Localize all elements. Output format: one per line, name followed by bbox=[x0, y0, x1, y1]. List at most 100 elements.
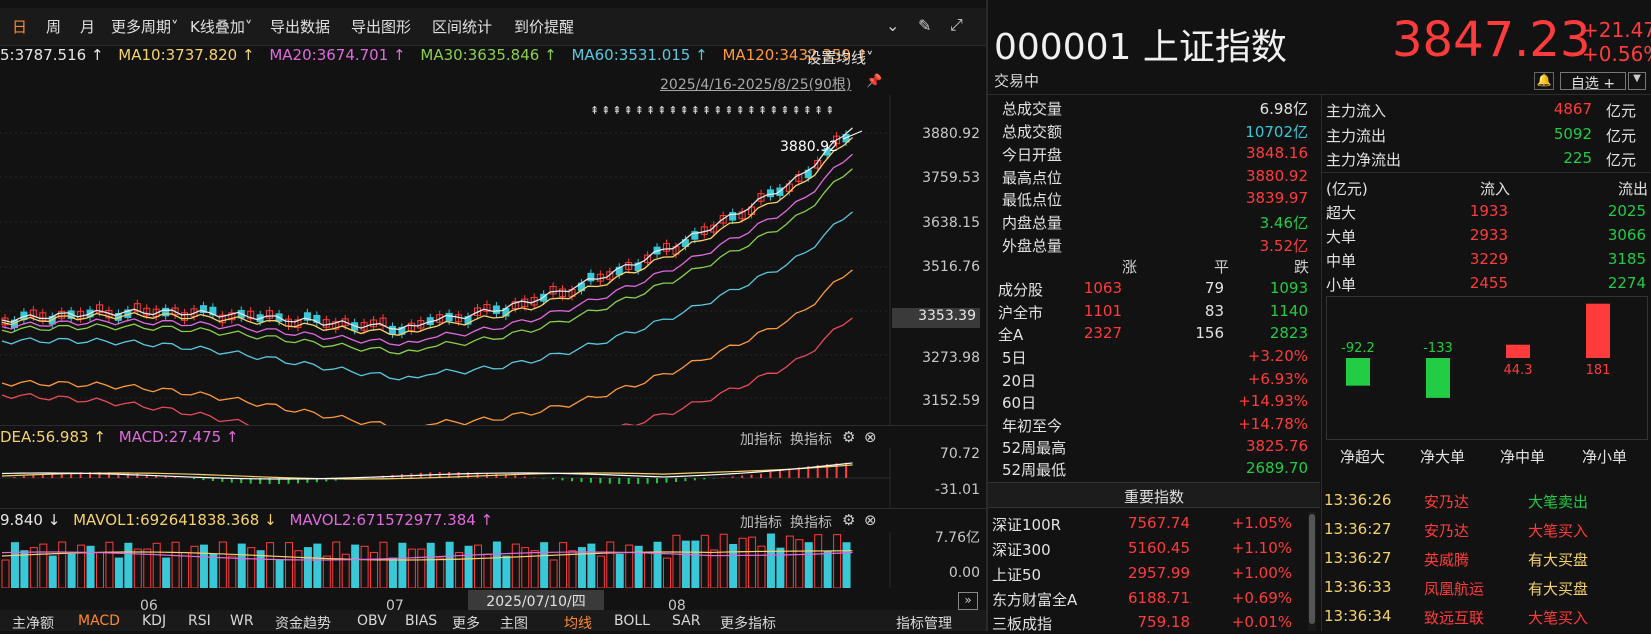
export-chart-button[interactable]: 导出图形 bbox=[351, 18, 412, 36]
ma-line bbox=[1, 127, 853, 331]
add-watchlist-button[interactable]: 自选 + bbox=[1560, 72, 1626, 92]
tab-more-indicators[interactable]: 更多指标 bbox=[720, 616, 776, 631]
breadth-up: 1101 bbox=[1083, 302, 1122, 320]
mavol-line bbox=[1, 550, 853, 561]
index-pct: +0.69% bbox=[1231, 589, 1292, 607]
breadth-flat: 79 bbox=[1204, 279, 1224, 297]
price-alert-button[interactable]: 到价提醒 bbox=[514, 18, 575, 36]
period-month-tab[interactable]: 月 bbox=[80, 18, 96, 36]
close-icon[interactable]: ⊗ bbox=[864, 511, 877, 529]
volume-chart[interactable] bbox=[0, 532, 986, 588]
period-week-tab[interactable]: 周 bbox=[46, 18, 62, 36]
more-periods-label: 更多周期 bbox=[111, 18, 172, 36]
caret-down-icon[interactable]: ▼ bbox=[1628, 72, 1646, 90]
candlestick-chart[interactable]: ⇞ ⇞ ⇞ ⇞ ⇞ ⇞ ⇞ ⇞ ⇞ ⇞ ⇞ ⇞ ⇞ ⇞ ⇞ ⇞ ⇞ ⇞ ⇞ ⇞ ⇞ ⇞ bbox=[0, 95, 986, 425]
flow-table-header: (亿元) bbox=[1326, 180, 1368, 198]
flow-row-label: 大单 bbox=[1326, 228, 1357, 246]
tick-type: 有大买盘 bbox=[1528, 580, 1589, 598]
tab-wr[interactable]: WR bbox=[230, 613, 254, 629]
ma60-label: MA60:3531.015 ↑ bbox=[571, 46, 708, 64]
pin-icon[interactable]: 📌 bbox=[866, 74, 883, 89]
range-label[interactable]: 2025/4/16-2025/8/25(90根) bbox=[660, 77, 852, 93]
ma-line bbox=[1, 137, 853, 336]
flow-label: 主力流入 bbox=[1326, 102, 1387, 120]
tick-name[interactable]: 凤凰航运 bbox=[1424, 580, 1485, 598]
tab-macd[interactable]: MACD bbox=[78, 613, 120, 629]
tab-ma[interactable]: 均线 bbox=[564, 616, 592, 631]
index-name[interactable]: 东方财富全A bbox=[992, 591, 1078, 609]
stat-value: 6.98亿 bbox=[1259, 100, 1308, 118]
tab-fund-trend[interactable]: 资金趋势 bbox=[275, 616, 331, 631]
index-name[interactable]: 深证300 bbox=[992, 541, 1051, 559]
signal-marker: ⇞ bbox=[814, 104, 823, 117]
tab-sar[interactable]: SAR bbox=[672, 613, 701, 629]
dea-label: DEA:56.983 ↑ bbox=[0, 428, 106, 446]
candle-body bbox=[823, 147, 831, 156]
bell-icon[interactable]: 🔔 bbox=[1534, 72, 1554, 90]
range-stats-button[interactable]: 区间统计 bbox=[432, 18, 493, 36]
scrollbar-thumb[interactable] bbox=[1309, 514, 1315, 624]
macd-line bbox=[1, 464, 853, 480]
scrollbar-track[interactable] bbox=[1308, 512, 1316, 631]
gear-icon[interactable]: ⚙ bbox=[842, 428, 856, 446]
volume-bar bbox=[96, 551, 104, 588]
price-change: +21.47 bbox=[1582, 18, 1651, 42]
stat-label: 最高点位 bbox=[1002, 169, 1063, 187]
ma-line bbox=[1, 317, 853, 425]
tab-main-chart[interactable]: 主图 bbox=[500, 616, 528, 631]
tab-main-net[interactable]: 主净额 bbox=[12, 616, 54, 631]
index-name[interactable]: 上证50 bbox=[992, 566, 1042, 584]
index-name[interactable]: 三板成指 bbox=[992, 615, 1053, 633]
export-data-button[interactable]: 导出数据 bbox=[270, 18, 331, 36]
kline-overlay-dropdown[interactable]: K线叠加˅ bbox=[190, 16, 252, 37]
index-name[interactable]: 深证100R bbox=[992, 516, 1062, 534]
tick-name[interactable]: 致远互联 bbox=[1424, 609, 1485, 627]
tick-name[interactable]: 安乃达 bbox=[1424, 493, 1470, 511]
ma30-label: MA30:3635.846 ↑ bbox=[420, 46, 557, 64]
expand-icon[interactable]: ⤢ bbox=[950, 15, 963, 34]
ma-line bbox=[1, 153, 853, 346]
volume-bar bbox=[10, 542, 19, 588]
candle-body bbox=[247, 310, 255, 320]
period-value: +14.78% bbox=[1238, 415, 1308, 433]
indicator-manage-button[interactable]: 指标管理 bbox=[896, 616, 952, 631]
period-label: 60日 bbox=[1002, 394, 1037, 412]
macd-chart[interactable] bbox=[0, 448, 986, 508]
volume-bar bbox=[530, 550, 539, 588]
stat-value: 3.46亿 bbox=[1259, 214, 1308, 232]
signal-marker: ⇞ bbox=[657, 104, 666, 117]
close-icon[interactable]: ⊗ bbox=[864, 428, 877, 446]
tick-name[interactable]: 安乃达 bbox=[1424, 522, 1470, 540]
add-indicator-button[interactable]: 加指标 bbox=[740, 432, 782, 448]
switch-indicator-button[interactable]: 换指标 bbox=[790, 515, 832, 531]
index-value: 2957.99 bbox=[1127, 564, 1190, 582]
chevron-circle-icon[interactable]: ⌄ bbox=[886, 16, 900, 35]
index-pct: +1.05% bbox=[1231, 514, 1292, 532]
more-periods-dropdown[interactable]: 更多周期˅ bbox=[111, 16, 179, 37]
tab-kdj[interactable]: KDJ bbox=[142, 613, 167, 629]
tab-obv[interactable]: OBV bbox=[357, 613, 387, 629]
tick-time: 13:36:33 bbox=[1324, 578, 1392, 596]
flow-unit: 亿元 bbox=[1606, 102, 1637, 120]
price-axis-label: 3759.53 bbox=[922, 170, 980, 186]
gear-icon[interactable]: ⚙ bbox=[842, 511, 856, 529]
tab-boll[interactable]: BOLL bbox=[614, 613, 650, 629]
tab-bias[interactable]: BIAS bbox=[405, 613, 438, 629]
period-day-tab[interactable]: 日 bbox=[12, 18, 28, 36]
brush-icon[interactable]: ✎ bbox=[918, 16, 932, 35]
signal-marker: ⇞ bbox=[601, 104, 610, 117]
divider bbox=[1321, 94, 1322, 631]
tab-rsi[interactable]: RSI bbox=[188, 613, 211, 629]
volume-bar bbox=[124, 542, 133, 588]
tick-name[interactable]: 英威腾 bbox=[1424, 551, 1470, 569]
add-indicator-button[interactable]: 加指标 bbox=[740, 515, 782, 531]
volume-bar bbox=[351, 544, 360, 588]
candle-body bbox=[190, 308, 198, 317]
candle-body bbox=[540, 293, 548, 302]
ma-settings-button[interactable]: 设置均线˅ bbox=[806, 47, 874, 68]
ma10-label: MA10:3737.820 ↑ bbox=[118, 46, 255, 64]
tab-more[interactable]: 更多 bbox=[452, 616, 480, 631]
chevrons-right-icon[interactable]: » bbox=[958, 592, 978, 610]
switch-indicator-button[interactable]: 换指标 bbox=[790, 432, 832, 448]
volume-bar bbox=[407, 548, 416, 588]
